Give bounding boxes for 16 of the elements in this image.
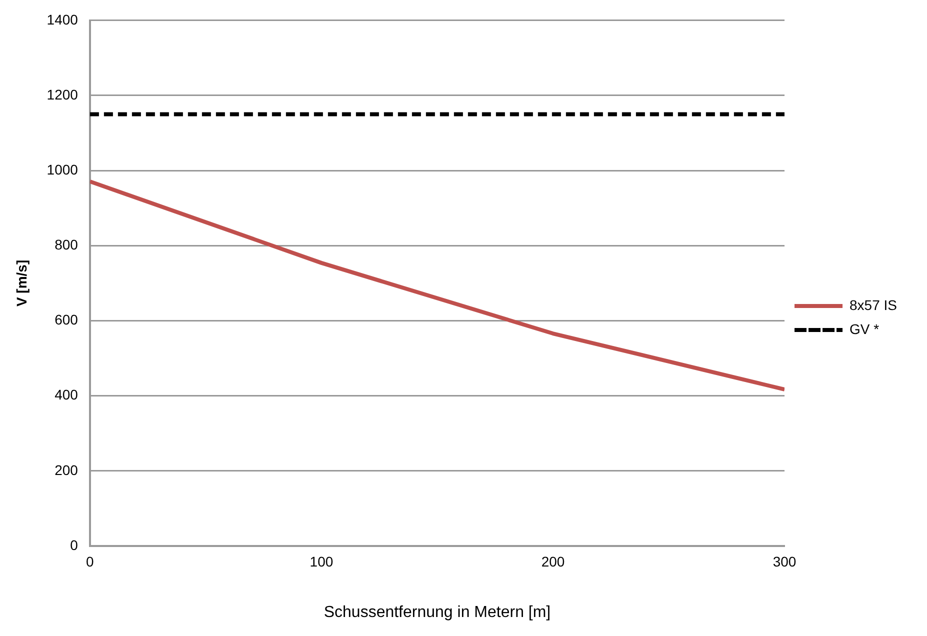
x-tick-label: 200 (541, 553, 565, 570)
x-tick-label: 300 (772, 553, 796, 570)
y-tick-label: 400 (54, 386, 78, 403)
x-axis-title: Schussentfernung in Metern [m] (324, 604, 551, 621)
y-tick-label: 1400 (46, 11, 78, 28)
y-axis-title: V [m/s] (13, 260, 30, 307)
legend-label: GV * (850, 320, 880, 337)
x-tick-label: 0 (86, 553, 94, 570)
x-tick-label: 100 (310, 553, 334, 570)
y-tick-label: 0 (70, 536, 78, 553)
y-tick-label: 600 (54, 312, 78, 328)
y-tick-label: 200 (54, 462, 78, 478)
y-tick-label: 1200 (46, 86, 78, 102)
y-tick-label: 1000 (46, 161, 78, 178)
y-tick-label: 800 (54, 236, 78, 253)
legend-label: 8x57 IS (850, 296, 898, 313)
